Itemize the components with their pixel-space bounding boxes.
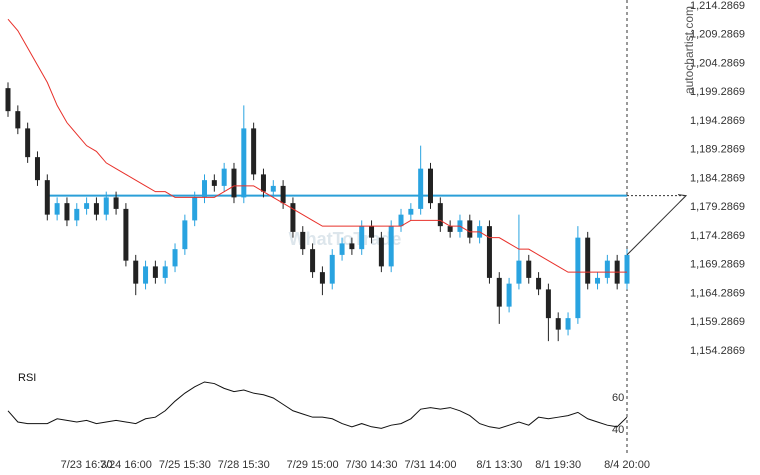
candle-body: [526, 260, 532, 278]
x-tick-label: 8/1 13:30: [476, 459, 522, 471]
candle-body: [418, 168, 424, 209]
y-tick-label: 1,194.2869: [690, 115, 745, 127]
y-tick-label: 1,199.2869: [690, 86, 745, 98]
candle-body: [93, 203, 99, 215]
candle-body: [339, 243, 345, 255]
candle-body: [251, 128, 257, 175]
y-tick-label: 1,184.2869: [690, 172, 745, 184]
candle-body: [516, 260, 522, 284]
candle-body: [280, 185, 286, 204]
candle-body: [123, 208, 129, 261]
y-tick-label: 1,154.2869: [690, 345, 745, 357]
brand-watermark: WhatToTrade: [289, 229, 402, 249]
y-tick-label: 1,209.2869: [690, 29, 745, 41]
candle-body: [506, 283, 512, 307]
candle-body: [34, 157, 40, 181]
candle-body: [133, 260, 139, 284]
candle-body: [64, 203, 70, 221]
y-tick-label: 1,204.2869: [690, 57, 745, 69]
candle-body: [427, 168, 433, 204]
candle-body: [359, 226, 365, 250]
moving-average: [7, 18, 627, 273]
y-tick-label: 1,159.2869: [690, 316, 745, 328]
candle-body: [369, 226, 375, 238]
candle-body: [84, 203, 90, 209]
y-tick-label: 1,179.2869: [690, 201, 745, 213]
candle-body: [604, 260, 610, 278]
candle-body: [290, 203, 296, 232]
candle-body: [545, 289, 551, 319]
candle-body: [555, 318, 561, 330]
candle-body: [536, 277, 542, 290]
x-tick-label: 7/28 15:30: [218, 459, 270, 471]
candle-body: [231, 168, 237, 198]
candle-body: [5, 88, 11, 112]
y-tick-label: 1,214.2869: [690, 0, 745, 12]
rsi-title: RSI: [18, 372, 36, 384]
candle-body: [565, 318, 571, 330]
candle-body: [162, 266, 168, 278]
candle-body: [575, 237, 581, 319]
candle-body: [25, 128, 31, 158]
candle-body: [388, 226, 394, 267]
candle-body: [585, 237, 591, 284]
y-tick-label: 1,174.2869: [690, 230, 745, 242]
candle-body: [15, 111, 21, 129]
x-tick-label: 8/4 20:00: [604, 459, 650, 471]
candle-body: [270, 185, 276, 192]
candle-body: [496, 277, 502, 307]
forecast-arrow: [626, 195, 687, 256]
candle-body: [437, 203, 443, 227]
x-tick-label: 8/1 19:30: [535, 459, 581, 471]
candle-body: [152, 266, 158, 278]
x-tick-label: 7/30 14:30: [346, 459, 398, 471]
y-tick-label: 1,164.2869: [690, 287, 745, 299]
candle-body: [113, 197, 119, 209]
candle-body: [54, 203, 60, 215]
candle-body: [143, 266, 149, 284]
x-tick-label: 7/24 16:00: [100, 459, 152, 471]
x-tick-label: 7/23 16:30: [61, 459, 113, 471]
candle-body: [260, 174, 266, 192]
candle-body: [182, 220, 188, 250]
x-tick-label: 7/25 15:30: [159, 459, 211, 471]
y-tick-label: 1,169.2869: [690, 259, 745, 271]
x-tick-label: 7/31 14:00: [404, 459, 456, 471]
candle-body: [172, 249, 178, 267]
candle-body: [300, 231, 306, 250]
candle-body: [192, 197, 198, 221]
arrow-head: [677, 194, 688, 203]
candle-body: [467, 220, 473, 238]
watermark: autochartist.com: [682, 6, 696, 94]
candle-body: [329, 254, 335, 284]
candle-body: [319, 272, 325, 284]
candle-body: [211, 180, 217, 186]
candle-body: [408, 208, 414, 215]
y-tick-label: 60: [612, 392, 624, 404]
candle-body: [74, 208, 80, 221]
candle-body: [103, 197, 109, 215]
candle-body: [447, 226, 453, 232]
candle-body: [486, 226, 492, 278]
x-tick-label: 7/29 15:00: [287, 459, 339, 471]
candle-body: [202, 180, 208, 198]
candle-body: [398, 214, 404, 227]
candle-body: [241, 128, 247, 198]
candle-body: [595, 277, 601, 284]
candle-body: [378, 237, 384, 267]
rsi-line: [7, 381, 628, 429]
candle-body: [221, 168, 227, 186]
y-tick-label: 1,189.2869: [690, 144, 745, 156]
candle-body: [310, 249, 316, 273]
candle-body: [349, 243, 355, 250]
candle-body: [44, 180, 50, 215]
candle-body: [624, 254, 630, 284]
